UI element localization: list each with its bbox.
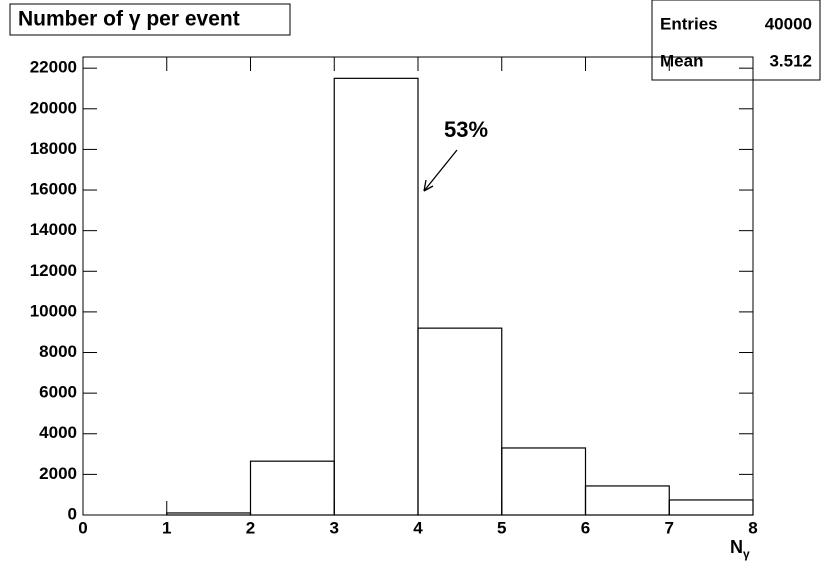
y-tick-label: 12000 [30,261,77,280]
x-axis-label-main: N [730,537,743,557]
y-tick-label: 10000 [30,301,77,320]
stats-label: Entries [660,14,718,33]
annotation-arrow [423,149,458,192]
annotation: 53% [444,117,488,142]
x-tick-label: 1 [162,518,171,537]
y-tick-label: 4000 [39,423,77,442]
x-tick-label: 4 [413,518,423,537]
stats-value: 3.512 [769,51,812,70]
x-tick-label: 6 [581,518,590,537]
histogram-bin [333,77,419,516]
histogram-bin [501,447,587,516]
y-tick-label: 8000 [39,342,77,361]
stats-label: Mean [660,51,703,70]
x-tick-label: 8 [748,518,757,537]
histogram-bin [417,327,503,516]
y-tick-label: 2000 [39,464,77,483]
x-tick-label: 2 [246,518,255,537]
chart-title: Number of γ per event [18,8,240,31]
stats-value: 40000 [765,14,812,33]
y-tick-label: 6000 [39,383,77,402]
title-box [9,3,291,36]
x-tick-label: 0 [78,518,87,537]
y-tick-label: 14000 [30,220,77,239]
x-tick-label: 7 [665,518,674,537]
y-tick-label: 0 [68,504,77,523]
y-tick-label: 20000 [30,98,77,117]
y-tick-label: 18000 [30,139,77,158]
y-tick-label: 22000 [30,58,77,77]
arrow-head [423,179,434,192]
y-tick-label: 16000 [30,180,77,199]
x-axis-label-subscript: γ [743,547,750,561]
stats-box [651,0,821,81]
x-tick-label: 3 [330,518,339,537]
x-tick-label: 5 [497,518,506,537]
x-axis-label: Nγ [730,537,750,561]
histogram-bin [668,499,754,516]
